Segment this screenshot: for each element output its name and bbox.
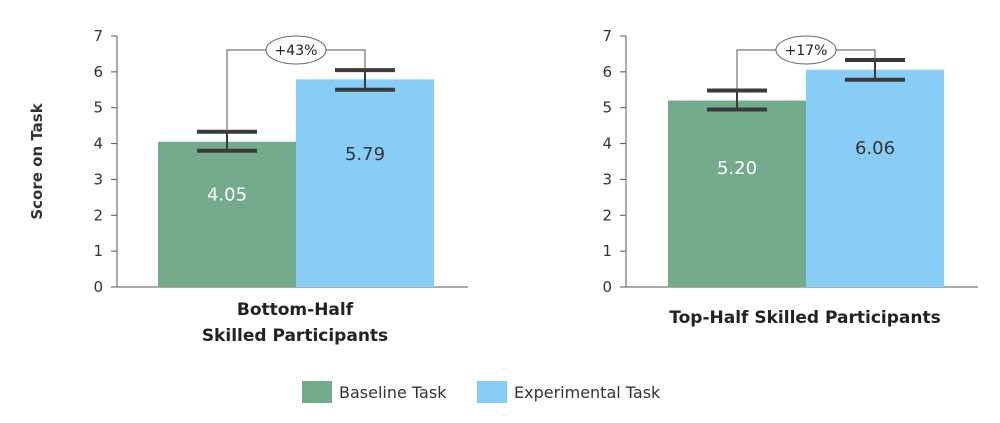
annotation-percent: +17% <box>785 43 828 59</box>
y-tick-label: 7 <box>602 27 612 45</box>
y-tick-label: 0 <box>602 278 612 296</box>
legend-label: Baseline Task <box>339 383 447 402</box>
y-tick-label: 4 <box>93 135 103 153</box>
bar-experimental <box>296 79 434 287</box>
x-category-label: Skilled Participants <box>202 326 388 346</box>
annotation-bubble <box>265 35 327 65</box>
bar-value-label: 4.05 <box>207 185 247 206</box>
y-axis-label: Score on Task <box>28 102 46 219</box>
bar-value-label: 5.79 <box>345 144 385 165</box>
bar-baseline <box>158 141 296 287</box>
bar-experimental <box>806 69 944 287</box>
annotation-bubble <box>775 35 837 65</box>
legend-swatch <box>477 381 507 403</box>
y-tick-label: 6 <box>602 63 612 81</box>
y-tick-label: 4 <box>602 135 612 153</box>
y-tick-label: 5 <box>602 99 612 117</box>
bar-value-label: 6.06 <box>855 138 895 159</box>
y-tick-label: 1 <box>93 242 103 260</box>
y-tick-label: 5 <box>93 99 103 117</box>
legend-swatch <box>302 381 332 403</box>
y-tick-label: 7 <box>93 27 103 45</box>
y-tick-label: 0 <box>93 278 103 296</box>
y-tick-label: 6 <box>93 63 103 81</box>
y-tick-label: 3 <box>602 170 612 188</box>
x-category-label: Top-Half Skilled Participants <box>669 308 940 328</box>
y-tick-label: 2 <box>93 206 103 224</box>
legend-label: Experimental Task <box>514 383 661 402</box>
y-tick-label: 2 <box>602 206 612 224</box>
y-tick-label: 1 <box>602 242 612 260</box>
annotation-percent: +43% <box>275 43 318 59</box>
bar-value-label: 5.20 <box>717 158 757 179</box>
y-tick-label: 3 <box>93 170 103 188</box>
bar-baseline <box>668 100 806 288</box>
x-category-label: Bottom-Half <box>237 300 354 320</box>
